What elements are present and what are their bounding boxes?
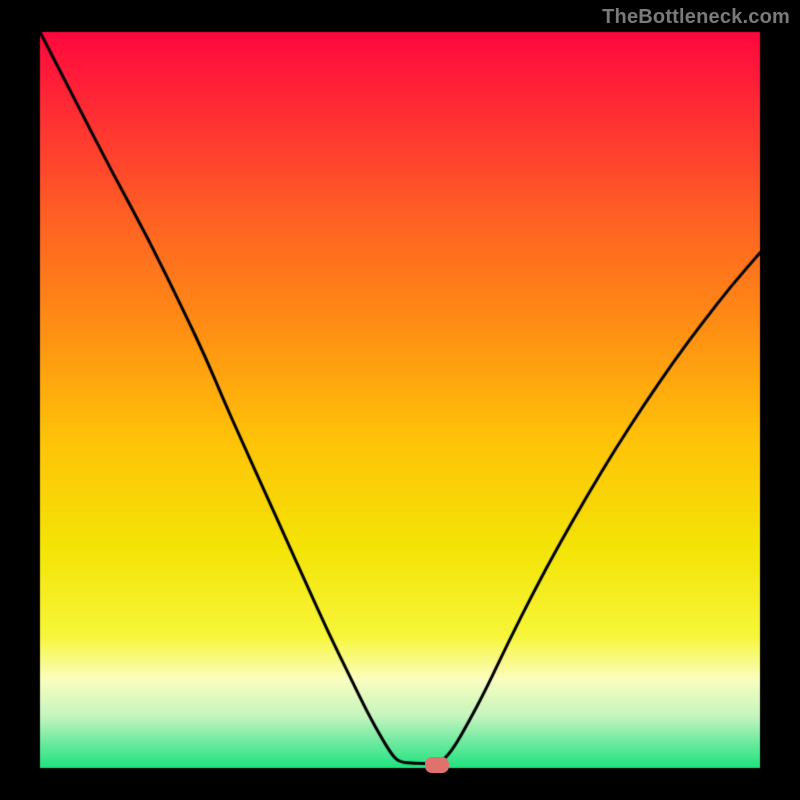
optimal-point-marker [425,757,449,773]
watermark-text: TheBottleneck.com [602,6,790,29]
bottleneck-curve-chart [0,0,800,800]
chart-stage: TheBottleneck.com [0,0,800,800]
